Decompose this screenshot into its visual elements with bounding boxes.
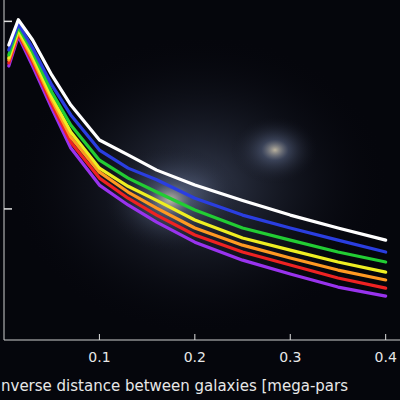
galaxy-core [230, 115, 320, 185]
series-line [9, 30, 386, 272]
background [0, 0, 400, 400]
x-tick-label: 0.2 [184, 349, 206, 365]
x-tick-label: 0.3 [279, 349, 301, 365]
x-tick-label: 0.4 [375, 349, 397, 365]
x-tick [385, 334, 386, 340]
series-line [9, 24, 386, 252]
x-tick [99, 334, 100, 340]
x-tick-label: 0.1 [88, 349, 110, 365]
series-line [9, 20, 386, 240]
galaxy-halo [10, 35, 390, 335]
plot-lines [9, 20, 386, 296]
y-axis [4, 0, 5, 340]
x-tick [290, 334, 291, 340]
series-line [9, 36, 386, 296]
x-axis [4, 340, 400, 341]
series-line [9, 32, 386, 280]
y-tick [4, 21, 12, 23]
x-tick [194, 334, 195, 340]
chart: 0.1 0.2 0.3 0.4 nverse distance between gala… [0, 0, 400, 400]
y-tick [4, 208, 12, 210]
x-axis-label: nverse distance between galaxies [mega-p… [1, 377, 348, 395]
